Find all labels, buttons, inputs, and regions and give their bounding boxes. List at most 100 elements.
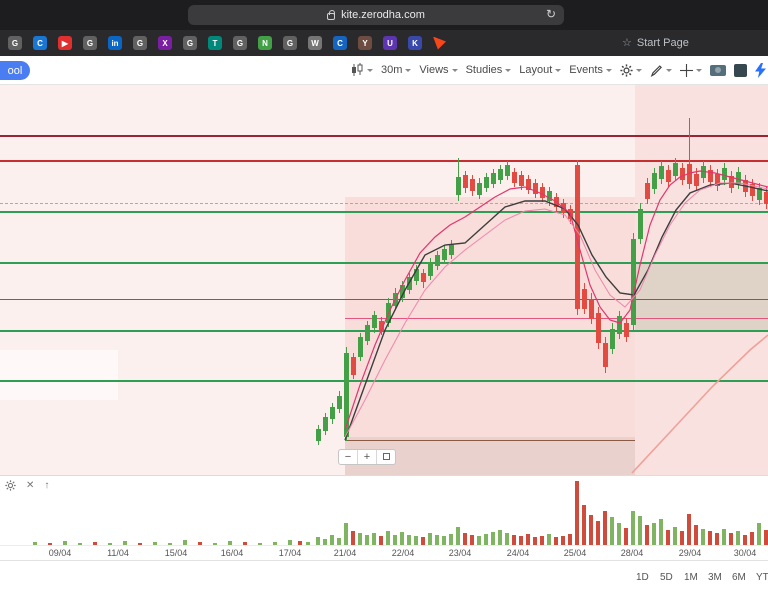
tool-pill[interactable]: ool bbox=[0, 61, 30, 80]
candle-body bbox=[603, 343, 608, 367]
interval-label: 30m bbox=[381, 64, 403, 76]
toolbar-menu-studies[interactable]: Studies bbox=[466, 64, 512, 76]
candle-body bbox=[393, 293, 398, 306]
candle-body bbox=[365, 325, 370, 341]
volume-bar bbox=[123, 541, 127, 545]
date-label: 23/04 bbox=[448, 548, 472, 558]
volume-bar bbox=[673, 527, 677, 545]
volume-bar bbox=[589, 515, 593, 545]
quick-trade-button[interactable] bbox=[754, 62, 766, 78]
bookmark-favicon[interactable]: X bbox=[158, 36, 172, 50]
volume-bar bbox=[624, 528, 628, 545]
date-label: 11/04 bbox=[107, 548, 129, 558]
range-button-5d[interactable]: 5D bbox=[660, 572, 673, 583]
volume-bar bbox=[298, 541, 302, 545]
kite-favicon[interactable] bbox=[433, 36, 446, 50]
candle-body bbox=[617, 316, 622, 334]
chart-canvas[interactable]: − + bbox=[0, 85, 768, 475]
range-button-ytd[interactable]: YTD bbox=[756, 572, 768, 583]
bookmark-favicon[interactable]: G bbox=[83, 36, 97, 50]
reload-icon[interactable]: ↻ bbox=[545, 7, 556, 21]
candle-body bbox=[596, 313, 601, 343]
url-bar[interactable]: kite.zerodha.com ↻ bbox=[188, 5, 564, 25]
bookmark-favicon[interactable]: C bbox=[33, 36, 47, 50]
draw-button[interactable] bbox=[650, 64, 672, 77]
candle-body bbox=[680, 168, 685, 180]
bookmark-favicon[interactable]: T bbox=[208, 36, 222, 50]
interval-button[interactable]: 30m bbox=[381, 64, 412, 76]
candle-body bbox=[456, 177, 461, 195]
move-panel-up-icon[interactable]: ↑ bbox=[44, 480, 50, 491]
volume-bar bbox=[372, 533, 376, 545]
bookmark-favicon[interactable]: G bbox=[283, 36, 297, 50]
range-button-3m[interactable]: 3M bbox=[708, 572, 722, 583]
start-page-label: Start Page bbox=[636, 36, 689, 49]
volume-bar bbox=[554, 537, 558, 545]
bookmark-favicon[interactable]: Y bbox=[358, 36, 372, 50]
zoom-out-button[interactable]: − bbox=[344, 451, 352, 463]
toolbar-menu-events[interactable]: Events bbox=[569, 64, 612, 76]
fullscreen-button[interactable] bbox=[377, 450, 395, 464]
candle-body bbox=[449, 244, 454, 255]
toolbar-menu-layout[interactable]: Layout bbox=[519, 64, 562, 76]
theme-button[interactable] bbox=[733, 63, 747, 77]
date-label: 17/04 bbox=[278, 548, 302, 558]
chart-type-button[interactable] bbox=[350, 63, 373, 77]
chevron-down-icon bbox=[505, 68, 512, 72]
zoom-in-button[interactable]: + bbox=[363, 451, 371, 463]
volume-panel: ✕ ↑ bbox=[0, 475, 768, 545]
toolbar-menu-views[interactable]: Views bbox=[419, 64, 458, 76]
volume-bar bbox=[400, 532, 404, 545]
price-level-line bbox=[0, 299, 768, 300]
snapshot-button[interactable] bbox=[709, 64, 726, 76]
candle-body bbox=[554, 197, 559, 207]
bookmark-favicon[interactable]: ▶ bbox=[58, 36, 72, 50]
url-text: kite.zerodha.com bbox=[341, 9, 425, 21]
candle-body bbox=[414, 269, 419, 281]
price-level-line bbox=[0, 211, 768, 213]
bookmark-favicon[interactable]: N bbox=[258, 36, 272, 50]
volume-bar bbox=[306, 542, 310, 545]
candle-body bbox=[582, 289, 587, 309]
volume-bar bbox=[561, 536, 565, 545]
price-level-line bbox=[345, 440, 635, 441]
volume-bar bbox=[48, 543, 52, 545]
volume-bar bbox=[183, 540, 187, 545]
candle-body bbox=[631, 239, 636, 325]
bookmark-favicon[interactable]: K bbox=[408, 36, 422, 50]
date-label: 16/04 bbox=[220, 548, 244, 558]
bookmark-favicon[interactable]: G bbox=[133, 36, 147, 50]
range-button-1m[interactable]: 1M bbox=[684, 572, 698, 583]
volume-bar bbox=[393, 535, 397, 545]
candle-body bbox=[491, 173, 496, 184]
volume-bar bbox=[519, 536, 523, 545]
bookmark-favicon[interactable]: G bbox=[8, 36, 22, 50]
candle-body bbox=[568, 209, 573, 219]
bookmark-favicon[interactable]: in bbox=[108, 36, 122, 50]
chart-zone bbox=[345, 197, 635, 475]
crosshair-button[interactable] bbox=[679, 63, 702, 77]
close-panel-icon[interactable]: ✕ bbox=[26, 480, 35, 491]
volume-bar bbox=[694, 525, 698, 545]
range-button-1d[interactable]: 1D bbox=[636, 572, 649, 583]
bookmark-favicon[interactable]: W bbox=[308, 36, 322, 50]
date-label: 22/04 bbox=[391, 548, 415, 558]
bookmark-favicon[interactable]: U bbox=[383, 36, 397, 50]
bookmark-favicon[interactable]: C bbox=[333, 36, 347, 50]
candle-body bbox=[442, 249, 447, 260]
settings-button[interactable] bbox=[620, 63, 642, 77]
date-axis[interactable]: 09/04 11/04 15/04 16/04 17/04 21/04 22/04 23/04… bbox=[0, 545, 768, 560]
bookmark-favicon[interactable]: G bbox=[183, 36, 197, 50]
browser-titlebar: kite.zerodha.com ↻ bbox=[0, 0, 768, 30]
candle-body bbox=[561, 203, 566, 213]
bookmark-favicon[interactable]: G bbox=[233, 36, 247, 50]
candle-body bbox=[715, 174, 720, 186]
candle-body bbox=[428, 262, 433, 276]
gear-icon[interactable] bbox=[5, 480, 16, 491]
start-page-link[interactable]: ☆ Start Page bbox=[622, 36, 689, 50]
range-button-6m[interactable]: 6M bbox=[732, 572, 746, 583]
candle-body bbox=[645, 183, 650, 199]
candle-body bbox=[533, 183, 538, 194]
volume-bar bbox=[414, 536, 418, 545]
